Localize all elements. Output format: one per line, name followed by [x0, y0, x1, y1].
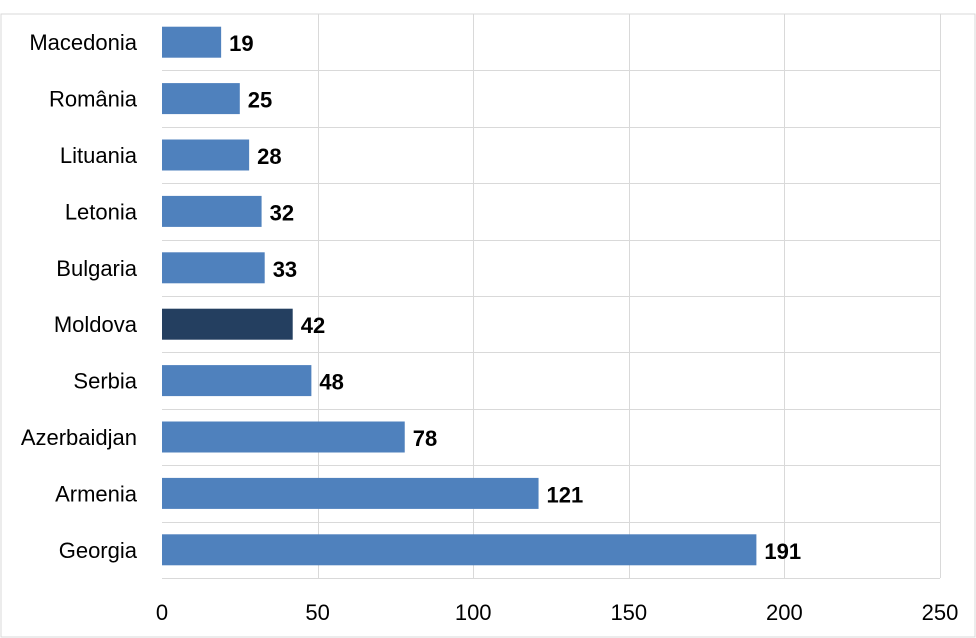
category-label-romania: România: [49, 87, 138, 112]
data-label-lituania: 28: [257, 144, 281, 169]
category-label-bulgaria: Bulgaria: [56, 256, 137, 281]
grid-layer: [162, 14, 941, 579]
data-label-serbia: 48: [319, 370, 343, 395]
bar-armenia: [162, 477, 539, 509]
data-label-georgia: 191: [764, 539, 801, 564]
category-label-lituania: Lituania: [60, 143, 138, 168]
data-label-bulgaria: 33: [273, 257, 297, 282]
data-label-romania: 25: [248, 88, 272, 113]
bar-romania: [162, 83, 240, 115]
category-label-letonia: Letonia: [65, 199, 138, 224]
bar-azerbaidjan: [162, 421, 405, 453]
bar-moldova: [162, 308, 293, 340]
data-label-armenia: 121: [547, 482, 584, 507]
category-label-macedonia: Macedonia: [29, 30, 137, 55]
bar-serbia: [162, 365, 312, 397]
category-label-moldova: Moldova: [54, 312, 138, 337]
x-tick-label-150: 150: [610, 600, 647, 625]
label-layer: Macedonia 19 România 25 Lituania 28 Letonia 32 B…: [21, 30, 801, 564]
x-tick-label-250: 250: [922, 600, 959, 625]
plot-border: [0, 13, 976, 638]
x-tick-label-0: 0: [156, 600, 168, 625]
bar-letonia: [162, 195, 262, 227]
bar-macedonia: [162, 26, 222, 58]
data-label-letonia: 32: [270, 200, 294, 225]
x-tick-label-200: 200: [766, 600, 803, 625]
category-label-serbia: Serbia: [73, 369, 137, 394]
data-label-moldova: 42: [301, 313, 325, 338]
x-tick-label-50: 50: [305, 600, 329, 625]
data-label-macedonia: 19: [229, 31, 253, 56]
axis-layer: 0 50 100 150 200 250: [156, 600, 958, 625]
data-label-azerbaidjan: 78: [413, 426, 437, 451]
bar-georgia: [162, 534, 757, 566]
x-tick-label-100: 100: [455, 600, 492, 625]
category-label-azerbaidjan: Azerbaidjan: [21, 425, 137, 450]
bar-bulgaria: [162, 252, 265, 284]
bar-layer: [162, 26, 757, 566]
bar-lituania: [162, 139, 250, 171]
category-label-georgia: Georgia: [59, 538, 138, 563]
category-label-armenia: Armenia: [55, 481, 138, 506]
